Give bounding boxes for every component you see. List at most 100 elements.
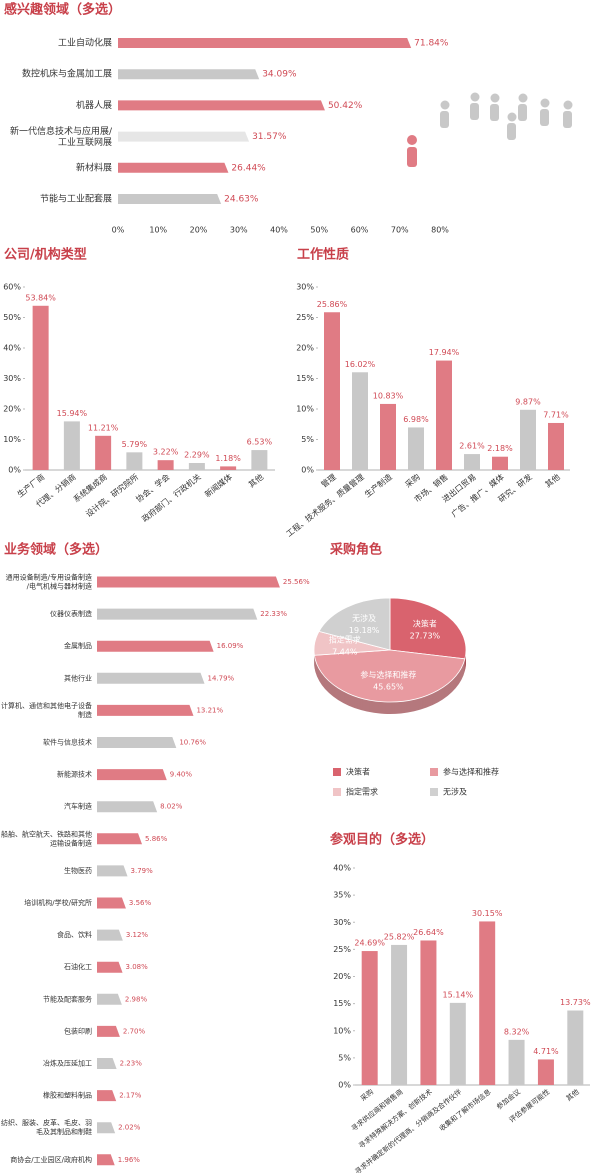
bar	[95, 435, 112, 470]
bar	[97, 1122, 116, 1134]
value-label: 25.56%	[283, 578, 310, 586]
value-label: 6.98%	[403, 415, 429, 424]
value-label: 2.29%	[184, 451, 210, 460]
x-tick-label: 采购	[359, 1087, 376, 1103]
slice-value: 45.65%	[373, 683, 404, 692]
category-label: 数控机床与金属加工展	[22, 68, 112, 80]
legend-swatch	[430, 788, 438, 796]
x-tick-label: 新闻媒体	[203, 472, 234, 500]
bar	[324, 312, 340, 470]
legend-label: 决策者	[346, 767, 370, 777]
slice-value: 27.73%	[410, 631, 441, 640]
x-tick-label: 其他	[246, 472, 265, 490]
category-label: 工业自动化展	[58, 37, 112, 49]
x-tick-label: 70%	[391, 226, 409, 235]
bar	[97, 929, 123, 941]
chart-title: 工作性质	[297, 247, 349, 263]
value-label: 3.79%	[131, 867, 154, 875]
y-tick-label: 30%	[333, 918, 351, 927]
y-tick-label: 15%	[296, 374, 314, 383]
bar	[157, 460, 174, 470]
category-label: 包装印刷	[64, 1026, 92, 1035]
value-label: 10.76%	[179, 739, 206, 747]
bar	[97, 608, 258, 620]
bar	[63, 421, 80, 470]
bar	[188, 463, 205, 470]
x-tick-label: 参加会议	[494, 1087, 522, 1111]
bar	[361, 951, 378, 1085]
value-label: 1.18%	[215, 454, 241, 463]
value-label: 3.56%	[129, 899, 152, 907]
slice-label: 指定需求	[329, 634, 361, 644]
y-tick-label: 30%	[296, 283, 314, 292]
slice-label: 决策者	[413, 618, 437, 628]
value-label: 2.61%	[459, 442, 485, 451]
bar	[567, 1010, 584, 1085]
slice-value: 7.44%	[332, 647, 358, 656]
bar	[420, 940, 437, 1085]
bar	[537, 1059, 554, 1085]
legend-label: 参与选择和推荐	[443, 767, 499, 777]
x-tick-label: 广告、推广、媒体	[449, 472, 506, 519]
bar	[251, 450, 268, 470]
value-label: 11.21%	[88, 423, 119, 432]
category-label: 仪器仪表制造	[50, 609, 92, 618]
bar	[97, 769, 167, 781]
bar	[520, 409, 536, 470]
bar	[464, 454, 480, 470]
value-label: 15.14%	[443, 990, 474, 999]
value-label: 8.32%	[504, 1027, 530, 1036]
category-label: 新一代信息技术与应用展/工业互联网展	[10, 125, 113, 148]
value-label: 13.73%	[560, 998, 591, 1007]
y-tick-label: 50%	[3, 313, 21, 322]
category-label: 计算机、通信和其他电子设备制造	[1, 701, 92, 719]
legend-label: 指定需求	[346, 787, 378, 797]
category-label: 金属制品	[64, 641, 92, 650]
x-tick-label: 0%	[112, 226, 125, 235]
bar	[97, 576, 280, 588]
x-tick-label: 管理	[319, 472, 338, 490]
value-label: 3.12%	[126, 931, 149, 939]
legend-swatch	[430, 768, 438, 776]
value-label: 3.08%	[126, 963, 149, 971]
value-label: 9.40%	[170, 771, 193, 779]
bar	[97, 1058, 117, 1069]
value-label: 6.53%	[247, 438, 273, 447]
people-illustration	[407, 92, 573, 167]
value-label: 24.63%	[224, 195, 259, 205]
x-tick-label: 20%	[190, 226, 208, 235]
value-label: 5.86%	[145, 835, 168, 843]
slice-value: 19.18%	[349, 626, 380, 635]
y-tick-label: 40%	[333, 864, 351, 873]
category-label: 商协会/工业园区/政府机构	[10, 1155, 92, 1164]
chart-title: 采购角色	[329, 542, 382, 558]
value-label: 2.17%	[119, 1092, 142, 1100]
chart-title: 业务领域（多选）	[4, 542, 108, 558]
y-tick-label: 40%	[3, 344, 21, 353]
value-label: 16.02%	[345, 360, 376, 369]
bar	[220, 466, 237, 470]
value-label: 9.87%	[515, 397, 541, 406]
x-tick-label: 50%	[310, 226, 328, 235]
bar	[118, 162, 229, 173]
y-tick-label: 25%	[333, 945, 351, 954]
value-label: 34.09%	[262, 70, 297, 80]
bar	[479, 921, 496, 1085]
bar	[126, 452, 143, 470]
bar	[32, 305, 49, 470]
bar	[97, 1154, 115, 1166]
value-label: 5.79%	[122, 440, 148, 449]
legend-swatch	[333, 768, 341, 776]
bar	[118, 69, 260, 80]
bar	[97, 865, 128, 877]
bar	[118, 131, 250, 142]
bar	[118, 100, 325, 111]
value-label: 7.71%	[543, 410, 569, 419]
y-tick-label: 30%	[3, 374, 21, 383]
bar	[97, 704, 194, 716]
value-label: 25.86%	[317, 300, 348, 309]
y-tick-label: 5%	[338, 1053, 351, 1062]
category-label: 节能与工业配套展	[40, 193, 112, 205]
category-label: 橡胶和塑料制品	[43, 1091, 92, 1100]
y-tick-label: 20%	[333, 972, 351, 981]
